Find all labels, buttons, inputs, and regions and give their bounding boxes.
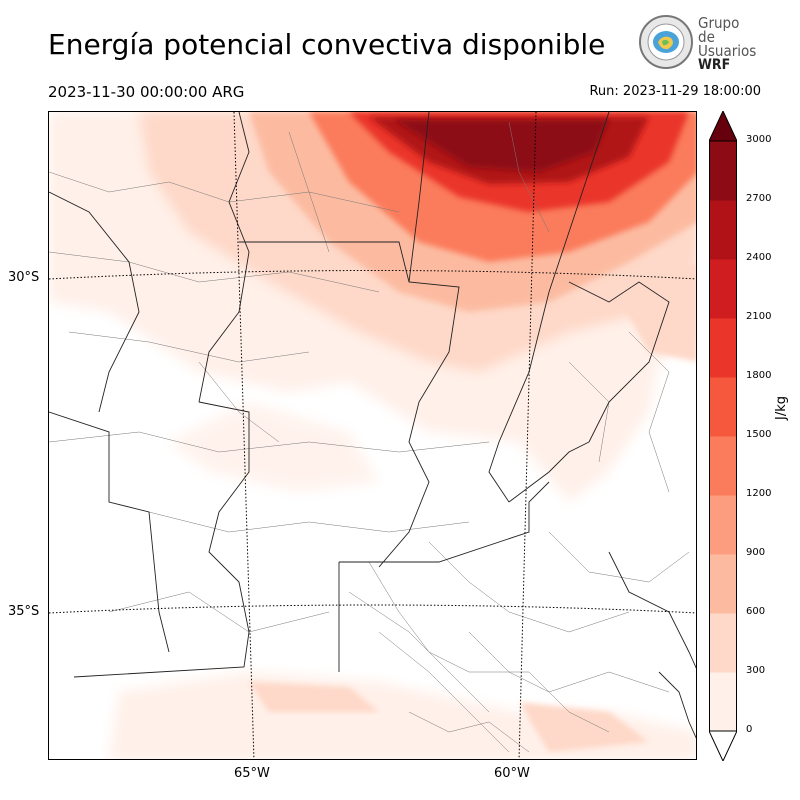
colorbar-tick-label: 3000 — [746, 134, 772, 145]
map-canvas — [49, 112, 696, 759]
valid-time: 2023-11-30 00:00:00 ARG — [48, 83, 245, 101]
graticule — [49, 112, 696, 759]
colorbar-tick-label: 900 — [746, 547, 766, 558]
department-boundaries — [49, 121, 690, 753]
colorbar — [709, 111, 737, 761]
lon-label-60w: 60°W — [494, 766, 530, 781]
colorbar-tick-label: 2400 — [746, 252, 772, 263]
logo-seal-icon — [639, 15, 693, 69]
colorbar-frame — [709, 140, 737, 732]
colorbar-tick-label: 300 — [746, 665, 766, 676]
colorbar-segment — [709, 318, 737, 378]
grupo-wrf-logo: Grupo de Usuarios WRF — [638, 14, 758, 74]
colorbar-segment — [709, 554, 737, 614]
colorbar-tick-label: 600 — [746, 606, 766, 617]
run-time: Run: 2023-11-29 18:00:00 — [589, 84, 761, 99]
lat-label-30s: 30°S — [8, 270, 40, 285]
map-title: Energía potencial convectiva disponible — [48, 28, 606, 61]
colorbar-tick-label: 2700 — [746, 193, 772, 204]
colorbar-segment — [709, 495, 737, 555]
colorbar-extend-min — [709, 730, 737, 761]
colorbar-tick-label: 1200 — [746, 488, 772, 499]
colorbar-segment — [709, 259, 737, 319]
colorbar-segment — [709, 613, 737, 673]
cape-map — [48, 111, 697, 760]
colorbar-segment — [709, 141, 737, 201]
province-boundaries — [49, 112, 696, 739]
colorbar-segment — [709, 377, 737, 437]
lat-label-35s: 35°S — [8, 604, 40, 619]
colorbar-segment — [709, 200, 737, 260]
colorbar-tick-label: 1500 — [746, 429, 772, 440]
colorbar-extend-max — [709, 111, 737, 142]
colorbar-tick-label: 1800 — [746, 370, 772, 381]
colorbar-segment — [709, 672, 737, 732]
logo-text: Grupo de Usuarios WRF — [698, 14, 757, 73]
lon-label-65w: 65°W — [234, 766, 270, 781]
colorbar-segment — [709, 436, 737, 496]
colorbar-tick-label: 0 — [746, 724, 753, 735]
colorbar-unit: J/kg — [774, 396, 789, 420]
colorbar-tick-label: 2100 — [746, 311, 772, 322]
cape-shading — [49, 112, 696, 759]
